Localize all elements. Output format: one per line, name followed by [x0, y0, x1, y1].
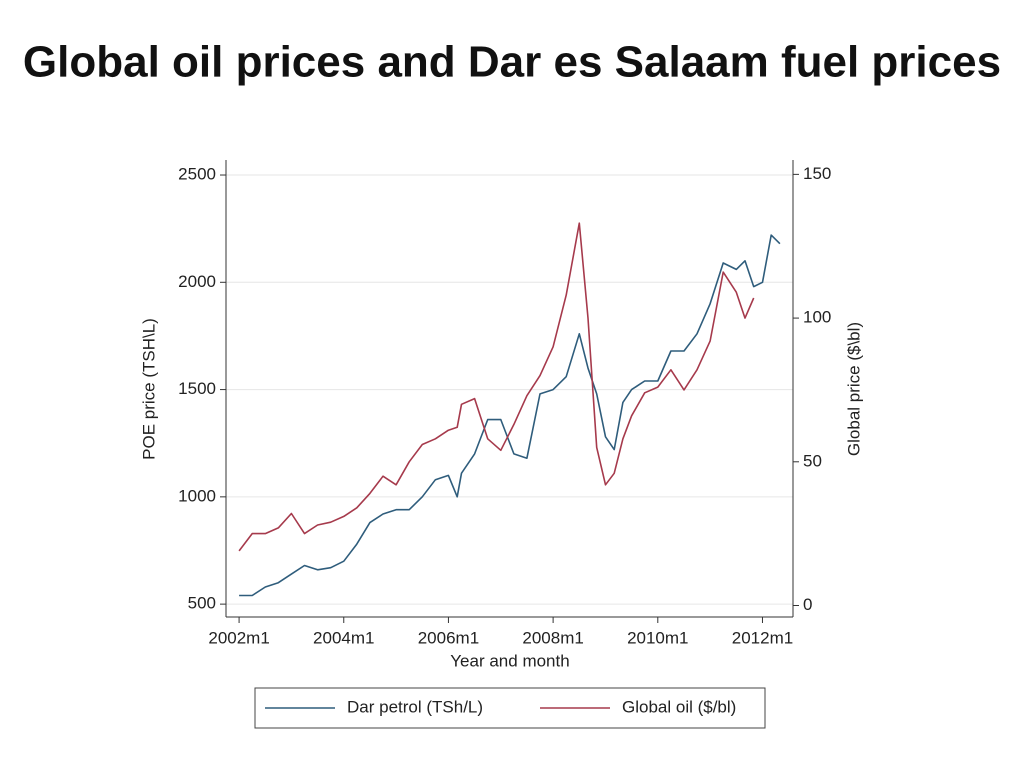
x-tick-label: 2010m1: [627, 628, 688, 647]
y2-axis-label: Global price ($\bl): [844, 322, 863, 456]
legend-label: Dar petrol (TSh/L): [347, 697, 483, 716]
y-axis-label: POE price (TSH\L): [139, 318, 158, 460]
y2-tick-label: 150: [803, 164, 831, 183]
x-tick-label: 2004m1: [313, 628, 374, 647]
legend-label: Global oil ($/bl): [622, 697, 736, 716]
plot-area: [226, 160, 793, 617]
y-tick-label: 2500: [178, 165, 216, 184]
y-tick-label: 2000: [178, 272, 216, 291]
y-tick-label: 500: [188, 594, 216, 613]
x-tick-label: 2012m1: [732, 628, 793, 647]
x-axis-label: Year and month: [450, 651, 569, 670]
y2-tick-label: 0: [803, 595, 812, 614]
y-tick-label: 1000: [178, 486, 216, 505]
series-line: [238, 222, 755, 552]
x-tick-label: 2008m1: [522, 628, 583, 647]
x-tick-label: 2006m1: [418, 628, 479, 647]
y2-tick-label: 100: [803, 308, 831, 327]
x-tick-label: 2002m1: [208, 628, 269, 647]
y-tick-label: 1500: [178, 379, 216, 398]
y2-tick-label: 50: [803, 451, 822, 470]
chart-title: Global oil prices and Dar es Salaam fuel…: [23, 38, 1001, 87]
legend-box: [254, 687, 766, 729]
series-line: [239, 234, 781, 597]
